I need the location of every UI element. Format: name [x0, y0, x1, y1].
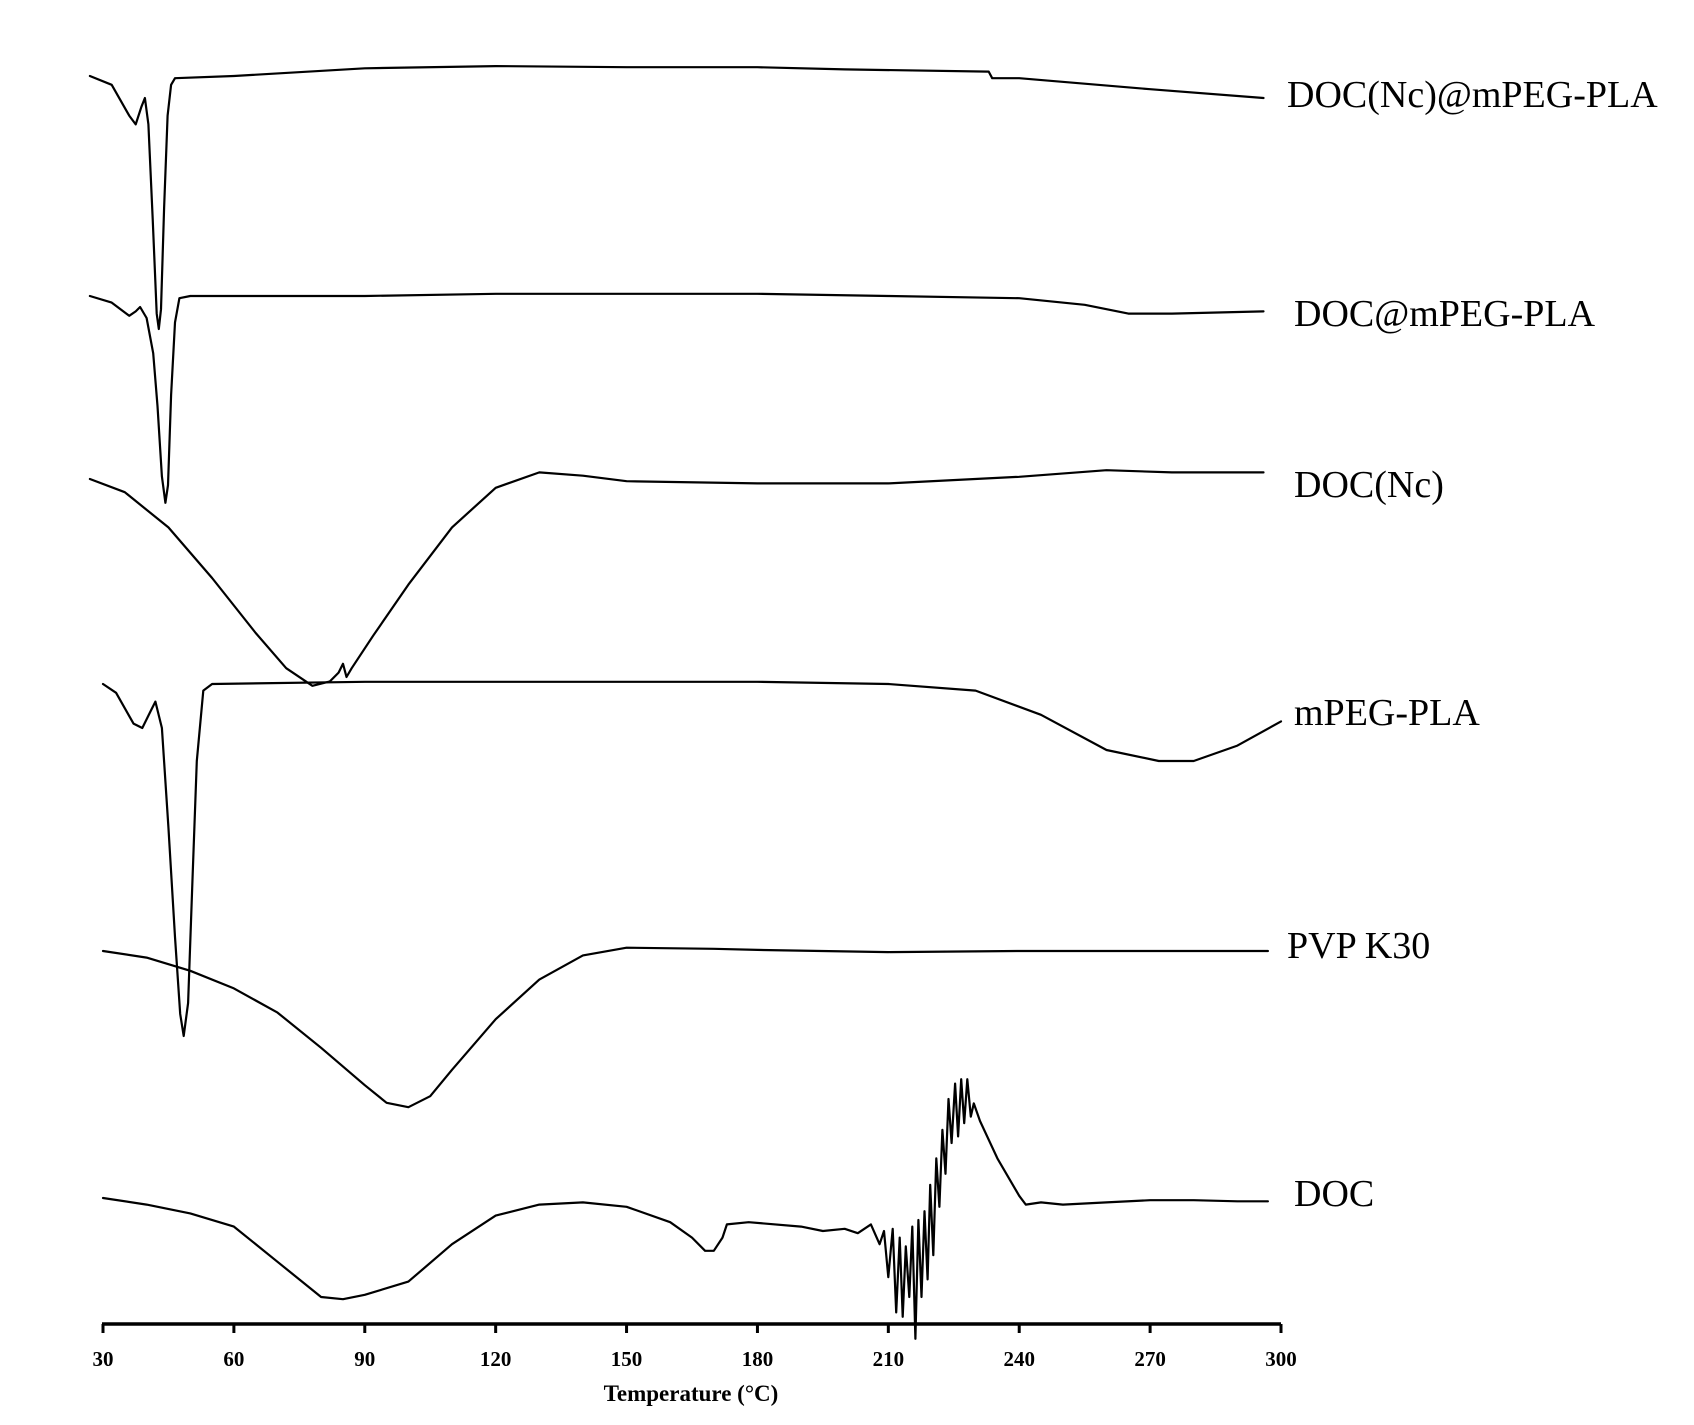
x-tick-label: 270	[1134, 1347, 1166, 1371]
series-labels: DOC(Nc)@mPEG-PLA DOC@mPEG-PLA DOC(Nc) mPEG-…	[1287, 74, 1658, 1215]
x-tick-label: 60	[223, 1347, 244, 1371]
x-axis-title: Temperature (°C)	[604, 1381, 779, 1406]
series-curves	[88, 65, 1283, 1340]
x-tick-label: 180	[742, 1347, 774, 1371]
x-tick-label: 150	[611, 1347, 643, 1371]
series-line-doc	[101, 1078, 1269, 1340]
series-label-doc: DOC	[1294, 1173, 1374, 1215]
x-tick-label: 90	[354, 1347, 375, 1371]
series-label-pvp-k30: PVP K30	[1287, 925, 1430, 967]
x-tick-label: 300	[1265, 1347, 1297, 1371]
series-label-doc-nc-mpeg-pla: DOC(Nc)@mPEG-PLA	[1287, 74, 1658, 116]
series-label-doc-mpeg-pla: DOC@mPEG-PLA	[1294, 293, 1596, 335]
x-tick-label: 120	[480, 1347, 512, 1371]
series-label-mpeg-pla: mPEG-PLA	[1294, 692, 1480, 734]
x-tick-label: 30	[93, 1347, 114, 1371]
series-label-doc-nc: DOC(Nc)	[1294, 464, 1444, 506]
series-line-doc-nc	[88, 469, 1265, 687]
series-line-doc-mpeg-pla	[88, 292, 1265, 504]
series-line-mpeg-pla	[101, 680, 1283, 1038]
x-tick-label: 210	[873, 1347, 905, 1371]
x-tick-label: 240	[1003, 1347, 1035, 1371]
x-axis-ticks: 30 60 90 120 150 180 210 240 270 300	[93, 1324, 1297, 1371]
series-line-pvp-k30	[101, 946, 1269, 1109]
series-line-doc-nc-mpeg-pla	[88, 65, 1265, 331]
